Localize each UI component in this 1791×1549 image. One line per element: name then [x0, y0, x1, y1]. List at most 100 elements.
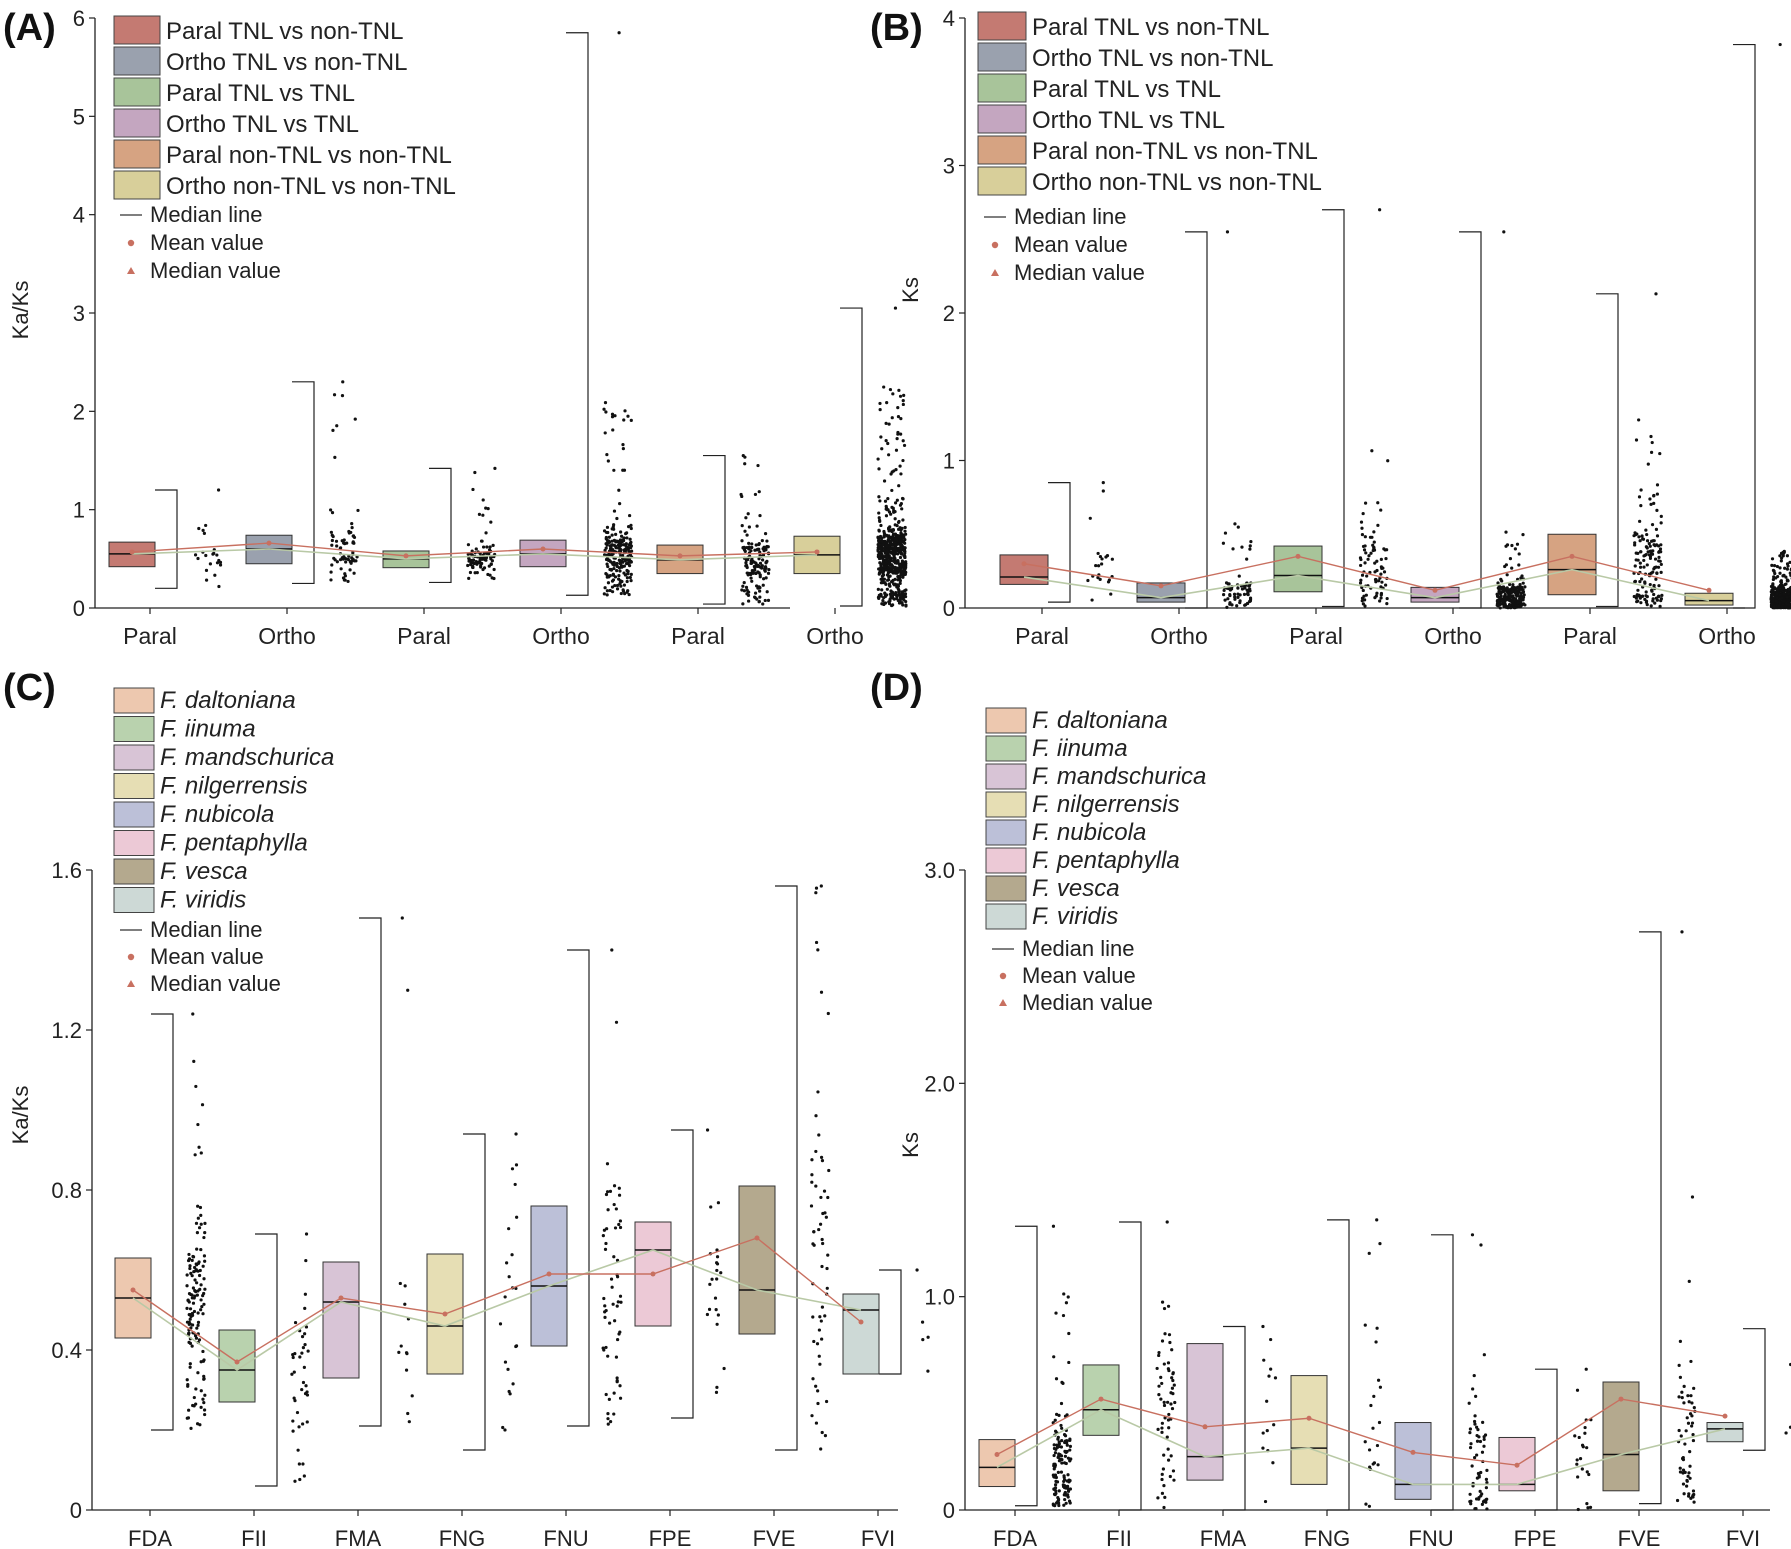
data-point [329, 578, 333, 582]
data-point [197, 1273, 202, 1278]
data-point [1267, 1374, 1271, 1378]
data-point [606, 1208, 610, 1212]
data-point [1366, 557, 1370, 561]
data-point [753, 591, 758, 595]
data-point [891, 603, 895, 607]
whisker-bracket [1459, 231, 1482, 609]
data-point [1168, 1340, 1172, 1345]
legend-label: F. pentaphylla [160, 830, 308, 857]
data-point [888, 599, 892, 603]
data-point [1237, 574, 1241, 578]
data-point [892, 583, 897, 587]
data-point [604, 572, 608, 576]
data-point [601, 1346, 605, 1350]
data-point [880, 553, 884, 557]
data-point [892, 541, 897, 545]
data-point [1691, 1489, 1696, 1493]
data-point [884, 421, 888, 425]
data-point [1378, 208, 1382, 212]
data-point [1222, 588, 1226, 593]
data-point [1379, 557, 1383, 561]
y-tick-label: 1.2 [51, 1018, 82, 1043]
data-point [1246, 601, 1250, 606]
data-point [1507, 598, 1511, 602]
data-point [1372, 546, 1376, 550]
data-point [1156, 1427, 1160, 1431]
data-point [1057, 1501, 1061, 1505]
data-point [1769, 597, 1773, 601]
x-tick-label: Paral [1289, 623, 1343, 649]
data-point [603, 1304, 607, 1308]
data-point [1653, 544, 1657, 548]
data-point [1057, 1440, 1061, 1444]
data-point [199, 1360, 203, 1364]
data-point [743, 462, 747, 466]
data-point [471, 487, 475, 492]
data-point [1062, 1432, 1067, 1437]
data-point [625, 536, 629, 540]
data-point [1233, 597, 1237, 601]
legend-extra-label: Median value [150, 258, 281, 283]
data-point [481, 567, 485, 572]
data-point [1238, 593, 1242, 597]
data-point [1159, 1375, 1163, 1379]
data-point [1475, 1439, 1480, 1443]
data-point [890, 529, 894, 534]
legend-label: Ortho TNL vs non-TNL [166, 49, 407, 76]
data-point [612, 468, 616, 472]
data-point [618, 1294, 623, 1298]
data-point [898, 598, 902, 602]
data-point [1577, 1435, 1581, 1440]
data-point [1516, 601, 1520, 605]
data-point [202, 531, 206, 535]
legend-swatch [985, 763, 1027, 790]
data-point [1677, 1363, 1681, 1367]
data-point [613, 1226, 618, 1230]
data-point [1636, 588, 1640, 592]
data-point [350, 525, 354, 530]
data-point [758, 575, 762, 579]
data-point [187, 1408, 191, 1412]
data-point [1359, 563, 1363, 568]
data-point [617, 577, 621, 581]
data-point [1240, 545, 1244, 549]
data-point [1171, 1469, 1176, 1473]
data-point [1476, 1428, 1480, 1432]
legend-swatch [113, 801, 155, 828]
data-point [1172, 1383, 1176, 1387]
data-point [1166, 1304, 1171, 1308]
x-tick-label: Ortho [1150, 623, 1208, 649]
data-point [715, 1277, 719, 1281]
data-point [301, 1422, 305, 1426]
y-tick-label: 0 [943, 1498, 955, 1523]
data-point [1063, 1490, 1067, 1495]
data-point [605, 525, 610, 529]
legend-swatch [985, 903, 1027, 930]
data-point [1778, 554, 1782, 558]
median-value-legend-icon [127, 267, 135, 274]
legend-swatch [113, 46, 161, 76]
data-point [881, 542, 885, 547]
data-point [610, 539, 614, 543]
data-point [817, 1227, 821, 1232]
data-point [761, 583, 765, 587]
data-point [193, 1278, 197, 1282]
data-point [343, 572, 347, 576]
data-point [1379, 565, 1383, 569]
data-point [895, 534, 899, 538]
data-point [1681, 1456, 1685, 1460]
data-point [1504, 605, 1509, 609]
data-point [1086, 578, 1090, 583]
data-point [1160, 1426, 1164, 1430]
data-point [901, 497, 905, 501]
data-point [708, 1282, 712, 1286]
data-point [606, 1422, 610, 1426]
box-group [1273, 208, 1390, 608]
data-point [1781, 584, 1785, 589]
data-point [1640, 534, 1644, 538]
data-point [193, 1265, 197, 1270]
data-point [604, 1392, 608, 1397]
data-point [767, 568, 771, 572]
box-group [114, 1012, 207, 1431]
data-point [1650, 523, 1655, 527]
